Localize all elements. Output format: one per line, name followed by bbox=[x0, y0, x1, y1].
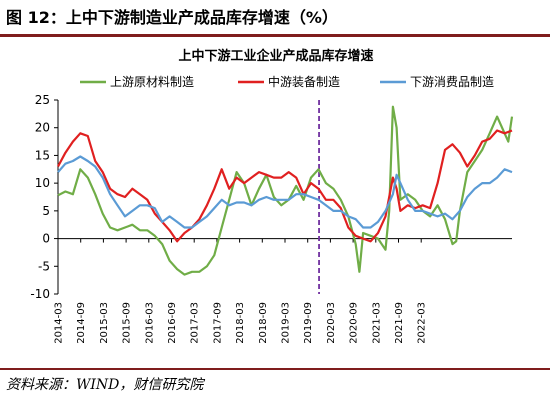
y-tick-label: 25 bbox=[35, 93, 50, 107]
chart-background bbox=[0, 38, 550, 368]
x-tick-label: 2017-03 bbox=[190, 302, 201, 344]
series-line-downstream bbox=[57, 155, 513, 229]
series-line-midstream bbox=[57, 129, 513, 243]
line-chart: 上中下游工业企业产成品库存增速 上游原材料制造 中游装备制造 下游消费品制造 -10… bbox=[0, 38, 550, 368]
x-tick-label: 2016-03 bbox=[144, 302, 155, 344]
x-axis: 2014-03 2014-09 2015-03 2015-09 2016-03 2016-… bbox=[54, 238, 512, 344]
x-tick-label: 2015-03 bbox=[99, 302, 110, 344]
x-tick-label: 2020-09 bbox=[349, 302, 360, 344]
x-tick-label: 2014-09 bbox=[76, 302, 87, 344]
y-tick-label: 20 bbox=[35, 121, 50, 135]
y-tick-label: -5 bbox=[38, 259, 50, 273]
x-tick-label: 2018-09 bbox=[258, 302, 269, 344]
x-tick-label: 2018-03 bbox=[235, 302, 246, 344]
legend-label: 上游原材料制造 bbox=[110, 75, 194, 89]
x-tick-label: 2015-09 bbox=[122, 302, 133, 344]
plot-area bbox=[57, 105, 514, 276]
legend: 上游原材料制造 中游装备制造 下游消费品制造 bbox=[80, 74, 494, 89]
x-tick-label: 2014-03 bbox=[54, 302, 65, 344]
x-tick-label: 2019-03 bbox=[281, 302, 292, 344]
x-tick-label: 2019-09 bbox=[303, 302, 314, 344]
y-tick-label: 0 bbox=[42, 232, 50, 246]
x-tick-label: 2022-03 bbox=[417, 302, 428, 344]
x-tick-label: 2021-03 bbox=[371, 302, 382, 344]
y-tick-label: 15 bbox=[35, 148, 50, 162]
y-tick-label: -10 bbox=[30, 287, 50, 301]
chart-title: 上中下游工业企业产成品库存增速 bbox=[178, 48, 373, 64]
y-tick-label: 5 bbox=[42, 204, 50, 218]
source-note: 资料来源：WIND，财信研究院 bbox=[6, 377, 204, 393]
bottom-rule bbox=[0, 368, 550, 370]
x-tick-label: 2021-09 bbox=[394, 302, 405, 344]
x-tick-label: 2020-03 bbox=[326, 302, 337, 344]
y-axis: -10 -5 0 5 10 15 20 25 bbox=[30, 93, 59, 301]
figure-title: 图 12：上中下游制造业产成品库存增速（%） bbox=[6, 8, 338, 27]
top-rule bbox=[0, 34, 550, 37]
legend-label: 下游消费品制造 bbox=[410, 75, 494, 89]
legend-label: 中游装备制造 bbox=[268, 74, 340, 89]
y-tick-label: 10 bbox=[35, 176, 50, 190]
x-tick-label: 2017-09 bbox=[212, 302, 223, 344]
series-line-upstream bbox=[57, 105, 514, 276]
x-tick-label: 2016-09 bbox=[167, 302, 178, 344]
